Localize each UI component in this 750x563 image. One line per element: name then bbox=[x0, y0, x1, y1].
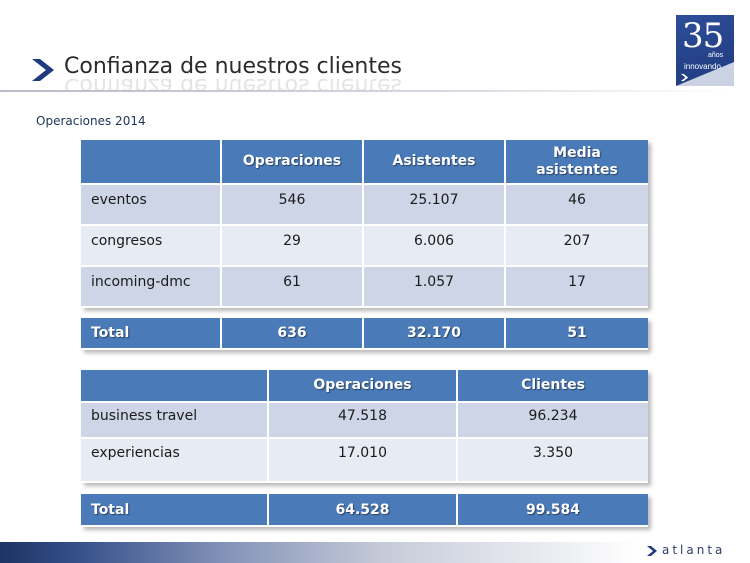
cell-asistentes: 6.006 bbox=[364, 226, 506, 267]
header-cell-operaciones: Operaciones bbox=[222, 140, 364, 185]
cell-media: 207 bbox=[506, 226, 648, 267]
cell-media: 46 bbox=[506, 185, 648, 226]
total-operaciones: 636 bbox=[222, 318, 364, 350]
total-row: Total 636 32.170 51 bbox=[81, 318, 648, 350]
header-divider bbox=[0, 90, 730, 92]
badge-number: 35 bbox=[682, 16, 724, 56]
total-row: Total 64.528 99.584 bbox=[81, 494, 648, 527]
cell-operaciones: 546 bbox=[222, 185, 364, 226]
cell-clientes: 3.350 bbox=[458, 439, 648, 483]
header-cell-operaciones: Operaciones bbox=[269, 370, 458, 403]
header-cell-asistentes: Asistentes bbox=[364, 140, 506, 185]
row-label: incoming-dmc bbox=[81, 267, 222, 308]
row-label: experiencias bbox=[81, 439, 269, 483]
table-row: eventos 546 25.107 46 bbox=[81, 185, 648, 226]
total-operaciones: 64.528 bbox=[269, 494, 458, 527]
cell-media: 17 bbox=[506, 267, 648, 308]
total-asistentes: 32.170 bbox=[364, 318, 506, 350]
table-row: incoming-dmc 61 1.057 17 bbox=[81, 267, 648, 308]
travel-total-table: Total 64.528 99.584 bbox=[81, 494, 648, 527]
row-label: business travel bbox=[81, 403, 269, 439]
chevron-right-icon bbox=[680, 73, 689, 82]
brand-name: atlanta bbox=[662, 543, 726, 557]
header-cell-clientes: Clientes bbox=[458, 370, 648, 403]
footer-gradient-bar bbox=[0, 542, 640, 563]
total-media: 51 bbox=[506, 318, 648, 350]
chevron-right-icon bbox=[647, 546, 657, 556]
badge-years-label: años bbox=[708, 52, 724, 59]
badge-corner bbox=[676, 62, 734, 86]
table-row: experiencias 17.010 3.350 bbox=[81, 439, 648, 483]
cell-operaciones: 61 bbox=[222, 267, 364, 308]
section-subtitle: Operaciones 2014 bbox=[36, 114, 146, 128]
page-title: Confianza de nuestros clientes bbox=[64, 54, 402, 79]
table-header-row: Operaciones Asistentes Media asistentes bbox=[81, 140, 648, 185]
row-label: congresos bbox=[81, 226, 222, 267]
header-cell-empty bbox=[81, 370, 269, 403]
cell-operaciones: 17.010 bbox=[269, 439, 458, 483]
badge-tagline: innovando bbox=[684, 62, 721, 71]
cell-operaciones: 29 bbox=[222, 226, 364, 267]
table-header-row: Operaciones Clientes bbox=[81, 370, 648, 403]
header-cell-media: Media asistentes bbox=[506, 140, 648, 185]
cell-asistentes: 25.107 bbox=[364, 185, 506, 226]
events-table: Operaciones Asistentes Media asistentes … bbox=[81, 140, 648, 308]
total-label: Total bbox=[81, 318, 222, 350]
total-clientes: 99.584 bbox=[458, 494, 648, 527]
table-row: business travel 47.518 96.234 bbox=[81, 403, 648, 439]
total-label: Total bbox=[81, 494, 269, 527]
anniversary-badge: 35 años innovando bbox=[676, 15, 734, 86]
cell-operaciones: 47.518 bbox=[269, 403, 458, 439]
row-label: eventos bbox=[81, 185, 222, 226]
chevron-right-icon bbox=[32, 59, 54, 81]
events-total-table: Total 636 32.170 51 bbox=[81, 318, 648, 350]
table-row: congresos 29 6.006 207 bbox=[81, 226, 648, 267]
travel-table: Operaciones Clientes business travel 47.… bbox=[81, 370, 648, 483]
cell-clientes: 96.234 bbox=[458, 403, 648, 439]
cell-asistentes: 1.057 bbox=[364, 267, 506, 308]
header-cell-empty bbox=[81, 140, 222, 185]
